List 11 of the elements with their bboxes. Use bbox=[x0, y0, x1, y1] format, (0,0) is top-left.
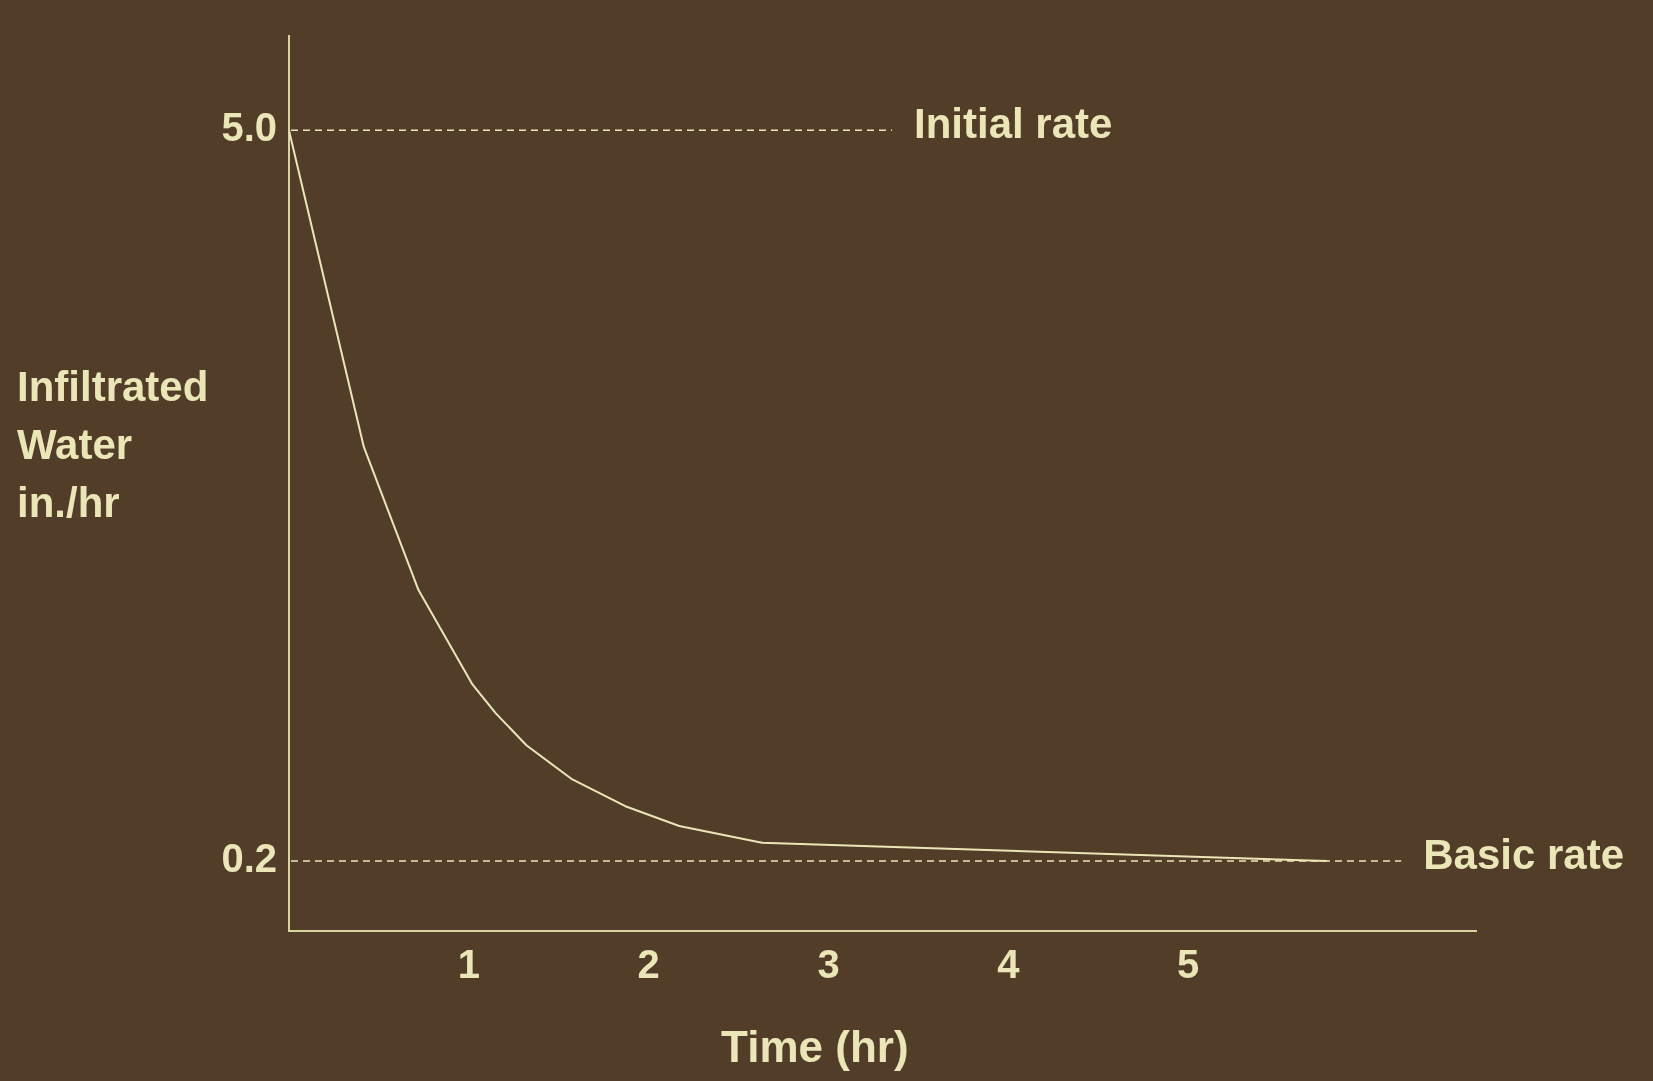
y-tick-label: 5.0 bbox=[221, 105, 277, 150]
y-axis-title: Infiltrated Water in./hr bbox=[17, 362, 209, 526]
ref-line-label: Basic rate bbox=[1423, 830, 1625, 878]
ref-line-label: Initial rate bbox=[914, 99, 1113, 147]
x-tick-label: 3 bbox=[817, 942, 840, 987]
x-tick-label: 1 bbox=[457, 942, 480, 987]
x-axis-title: Time (hr) bbox=[721, 1022, 909, 1072]
x-tick-label: 4 bbox=[997, 942, 1021, 987]
y-tick-label: 0.2 bbox=[221, 836, 277, 881]
x-tick-label: 2 bbox=[637, 942, 660, 987]
x-tick-label: 5 bbox=[1177, 942, 1200, 987]
